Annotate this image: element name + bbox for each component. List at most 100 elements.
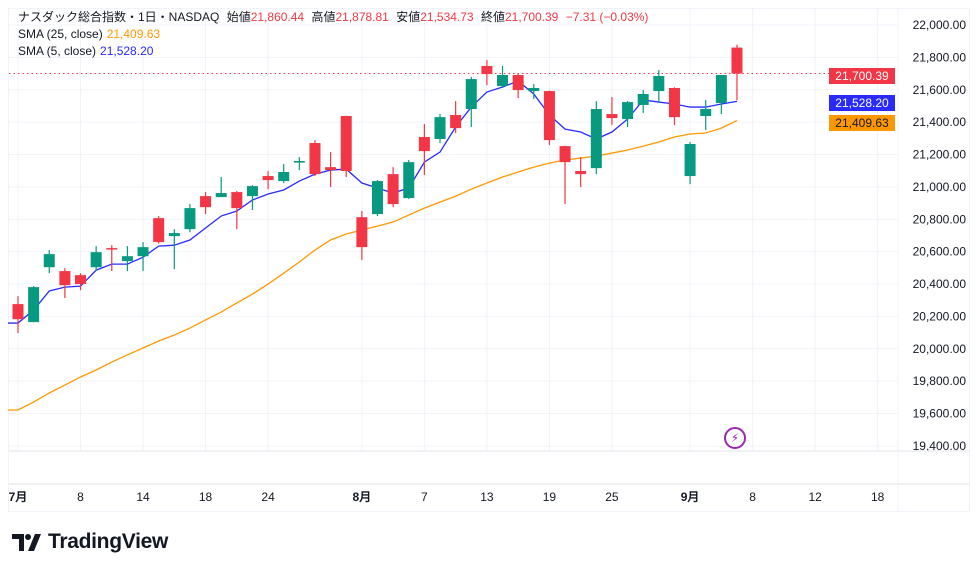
price-axis-label: 20,000.00 [913, 342, 967, 356]
candlestick-chart[interactable]: 22,000.00 21,800.00 21,600.00 21,400.00 21,2… [0, 0, 980, 520]
time-axis-label: 25 [605, 490, 619, 504]
sma5-value: 21,528.20 [100, 44, 154, 58]
candle-up [497, 75, 509, 87]
candle-up [215, 193, 227, 198]
candle-down [387, 174, 399, 205]
candle-up [90, 252, 102, 268]
candle-down [543, 91, 555, 141]
time-axis-label: 18 [871, 490, 885, 504]
candle-up [653, 75, 665, 92]
time-axis-label: 24 [261, 490, 275, 504]
candle-up [278, 172, 290, 182]
candle-up [590, 109, 602, 169]
candle-up [637, 93, 649, 105]
time-axis-label: 18 [199, 490, 213, 504]
sma5-line [8, 80, 738, 324]
candle-up [528, 87, 540, 92]
high-label: 高値 [311, 10, 336, 24]
candle-down [231, 192, 243, 209]
sma25-label: SMA (25, close) [18, 27, 103, 41]
candle-up [43, 254, 55, 268]
high-value: 21,878.81 [335, 10, 389, 24]
candle-down [75, 275, 87, 285]
candle-down [512, 75, 524, 91]
price-axis-label: 21,000.00 [913, 180, 967, 194]
price-axis-label: 19,400.00 [913, 439, 967, 453]
candle-down [106, 248, 118, 250]
candle-up [434, 117, 446, 139]
candle-down [481, 65, 493, 75]
time-axis-label: 8 [77, 490, 84, 504]
sma25-price-badge: 21,409.63 [829, 115, 895, 131]
price-axis-label: 21,600.00 [913, 83, 967, 97]
price-axis-label: 20,400.00 [913, 277, 967, 291]
candle-up [246, 186, 258, 197]
sma5-label: SMA (5, close) [18, 44, 97, 58]
candle-down [59, 271, 71, 286]
candle-up [684, 143, 696, 177]
candle-down [340, 115, 352, 172]
candle-down [575, 171, 587, 175]
candle-down [200, 196, 212, 208]
candle-down [309, 143, 321, 175]
symbol-title[interactable]: ナスダック総合指数・1日・NASDAQ [18, 10, 220, 24]
price-axis-label: 19,600.00 [913, 407, 967, 421]
time-axis-label: 14 [136, 490, 150, 504]
candle-up [700, 109, 712, 116]
tradingview-logo-icon [12, 533, 41, 551]
chart-frame [8, 8, 970, 512]
sma5-legend[interactable]: SMA (5, close) 21,528.20 [18, 43, 153, 60]
candle-up [121, 256, 133, 262]
candle-down [668, 87, 680, 118]
price-axis-label: 21,200.00 [913, 148, 967, 162]
candle-up [371, 181, 383, 215]
sma25-line [8, 119, 738, 411]
candle-down [153, 218, 165, 243]
candle-down [418, 137, 430, 152]
last-price-badge: 21,700.39 [829, 68, 895, 84]
candle-up [28, 287, 40, 323]
candle-up [293, 160, 305, 163]
time-axis-label: 8 [749, 490, 756, 504]
price-axis-label: 21,800.00 [913, 50, 967, 64]
candle-up [465, 79, 477, 110]
low-value: 21,534.73 [420, 10, 474, 24]
price-axis-label: 22,000.00 [913, 18, 967, 32]
candle-up [184, 208, 196, 230]
open-label: 始値 [226, 10, 251, 24]
event-lightning-icon[interactable]: ⚡︎ [724, 427, 746, 449]
close-value: 21,700.39 [504, 10, 559, 24]
candle-down [12, 304, 24, 320]
candle-up [137, 247, 149, 257]
change-value: −7.31 (−0.03%) [565, 10, 649, 24]
price-axis-label: 21,400.00 [913, 115, 967, 129]
candle-down [450, 115, 462, 129]
tradingview-logo[interactable]: TradingView [12, 530, 168, 554]
time-axis-label: 8月 [353, 490, 372, 504]
candle-down [606, 114, 618, 119]
candle-down [262, 176, 274, 181]
brand-name: TradingView [48, 530, 169, 553]
symbol-legend: ナスダック総合指数・1日・NASDAQ 始値21,860.44 高値21,878… [18, 9, 648, 26]
candle-down [325, 167, 337, 171]
sma25-value: 21,409.63 [106, 27, 161, 41]
low-label: 安値 [396, 10, 421, 24]
sma5-price-badge: 21,528.20 [829, 95, 895, 111]
candle-up [403, 162, 415, 199]
candle-down [559, 146, 571, 163]
time-axis-label: 7 [421, 490, 428, 504]
time-axis-label: 19 [543, 490, 557, 504]
sma25-legend[interactable]: SMA (25, close) 21,409.63 [18, 26, 160, 43]
time-axis-label: 12 [808, 490, 822, 504]
price-axis-label: 19,800.00 [913, 374, 967, 388]
price-axis-label: 20,600.00 [913, 245, 967, 259]
candle-down [731, 47, 743, 74]
candle-up [168, 233, 180, 237]
candle-down [356, 217, 368, 248]
time-axis-label: 9月 [681, 490, 700, 504]
candle-up [715, 75, 727, 104]
candle-up [622, 102, 634, 120]
open-value: 21,860.44 [250, 10, 305, 24]
price-axis-label: 20,800.00 [913, 212, 967, 226]
time-axis-label: 13 [480, 490, 494, 504]
